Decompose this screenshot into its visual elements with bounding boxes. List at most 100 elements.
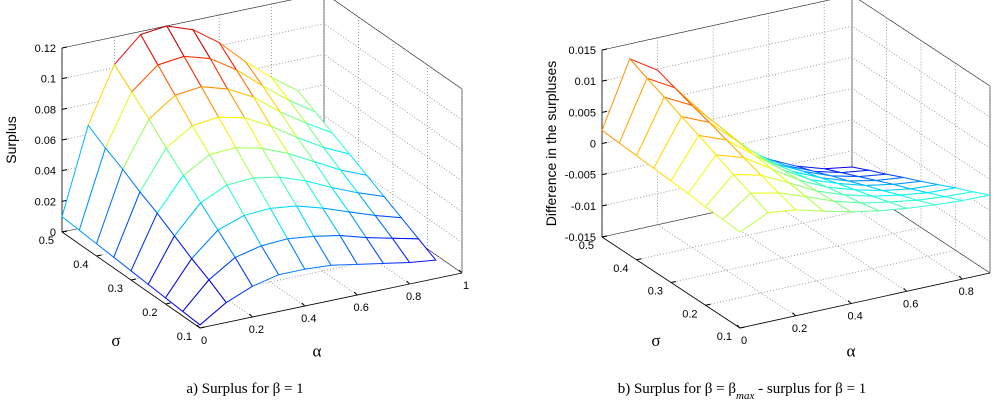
tick-mark bbox=[958, 275, 963, 280]
z-tick-label: -0.01 bbox=[571, 201, 596, 213]
grid-line bbox=[601, 150, 853, 207]
grid-line bbox=[601, 0, 832, 51]
tick-mark bbox=[61, 46, 68, 49]
grid-line bbox=[323, 84, 463, 182]
grid-line bbox=[851, 181, 991, 274]
z-tick-label: 0.1 bbox=[41, 74, 56, 86]
z-tick-label: -0.015 bbox=[565, 232, 596, 244]
y-axis-label: σ bbox=[111, 331, 120, 350]
grid-line bbox=[712, 212, 852, 304]
tick-mark bbox=[636, 258, 642, 261]
tick-mark bbox=[670, 281, 677, 283]
tick-mark bbox=[903, 287, 908, 292]
y-tick-label: 0.3 bbox=[648, 286, 663, 298]
tick-mark bbox=[249, 313, 253, 318]
tick-mark bbox=[458, 269, 463, 274]
tick-mark bbox=[601, 79, 608, 82]
y-tick-label: 0.4 bbox=[73, 259, 88, 271]
tick-mark bbox=[601, 48, 608, 51]
tick-mark bbox=[61, 169, 68, 172]
y-tick-label: 0.2 bbox=[682, 308, 697, 320]
axis-line bbox=[601, 236, 741, 329]
x-tick-label: 0.4 bbox=[847, 311, 862, 323]
axis-line bbox=[739, 272, 991, 329]
z-tick-label: 0.015 bbox=[568, 45, 596, 57]
z-tick-label: 0 bbox=[50, 227, 56, 239]
caption: a) Surplus for β = 1 bbox=[186, 381, 303, 397]
tick-mark bbox=[792, 312, 796, 317]
tick-mark bbox=[406, 280, 410, 285]
z-tick-label: 0.08 bbox=[35, 104, 56, 116]
tick-mark bbox=[130, 278, 137, 281]
grid-line bbox=[705, 249, 956, 306]
x-axis-label: α bbox=[847, 342, 856, 361]
x-tick-label: 0.6 bbox=[354, 302, 369, 314]
grid-line bbox=[851, 150, 991, 243]
grid-line bbox=[851, 56, 991, 149]
x-tick-label: 0 bbox=[201, 335, 207, 347]
mesh-cell bbox=[182, 279, 227, 326]
tick-mark bbox=[353, 291, 358, 296]
grid-line bbox=[601, 119, 853, 176]
z-tick-label: 0.01 bbox=[575, 76, 596, 88]
x-tick-label: 0.8 bbox=[959, 286, 974, 298]
box-edge bbox=[61, 0, 293, 49]
y-tick-label: 0.4 bbox=[613, 263, 628, 275]
grid-line bbox=[323, 115, 463, 212]
tick-mark bbox=[601, 142, 608, 144]
axis-line bbox=[61, 231, 201, 329]
grid-line bbox=[824, 187, 963, 280]
z-tick-label: 0.12 bbox=[35, 43, 56, 55]
tick-mark bbox=[847, 300, 852, 304]
z-tick-label: -0.005 bbox=[565, 170, 596, 182]
x-axis-label: α bbox=[313, 342, 322, 361]
box-edge bbox=[859, 0, 991, 87]
z-tick-label: 0.06 bbox=[35, 135, 56, 147]
grid-line bbox=[636, 204, 887, 261]
tick-mark bbox=[96, 254, 102, 257]
mesh-cell bbox=[721, 192, 769, 233]
tick-mark bbox=[61, 230, 68, 233]
grid-line bbox=[851, 25, 991, 118]
z-axis-label: Surplus bbox=[3, 116, 19, 163]
y-tick-label: 0.3 bbox=[108, 283, 123, 295]
grid-line bbox=[768, 199, 907, 292]
x-tick-label: 0 bbox=[741, 335, 747, 347]
x-tick-label: 0.6 bbox=[903, 298, 918, 310]
caption: b) Surplus for β = βmax - surplus for β … bbox=[618, 381, 867, 402]
tick-mark bbox=[705, 303, 711, 306]
y-tick-label: 0.1 bbox=[177, 331, 192, 343]
grid-line bbox=[323, 54, 463, 151]
caption-part: max bbox=[736, 390, 754, 402]
y-tick-label: 0.5 bbox=[39, 235, 54, 247]
z-tick-label: 0.02 bbox=[35, 196, 56, 208]
caption-part: - surplus for β = 1 bbox=[754, 381, 866, 397]
caption-part: a) Surplus for β = 1 bbox=[186, 381, 303, 397]
x-tick-label: 1 bbox=[463, 280, 469, 292]
y-tick-label: 0.2 bbox=[142, 307, 157, 319]
box-edge bbox=[601, 0, 831, 51]
grid-line bbox=[657, 224, 796, 317]
tick-mark bbox=[61, 77, 68, 80]
z-tick-label: 0.005 bbox=[568, 107, 596, 119]
y-tick-label: 0.5 bbox=[579, 240, 594, 252]
y-tick-label: 0.1 bbox=[717, 331, 732, 343]
tick-mark bbox=[165, 302, 171, 305]
z-tick-label: 0.04 bbox=[35, 166, 56, 178]
tick-mark bbox=[601, 110, 608, 113]
y-axis-label: σ bbox=[651, 331, 660, 350]
z-axis-label: Difference in the surpluses bbox=[543, 61, 559, 227]
grid-line bbox=[670, 227, 922, 283]
caption-part: b) Surplus for β = β bbox=[618, 381, 736, 397]
x-tick-label: 0.2 bbox=[792, 323, 807, 335]
x-tick-label: 0.4 bbox=[301, 313, 316, 325]
tick-mark bbox=[301, 302, 306, 307]
tick-mark bbox=[61, 138, 68, 141]
z-tick-label: 0 bbox=[590, 139, 596, 151]
x-tick-label: 0.8 bbox=[406, 291, 421, 303]
axis-line bbox=[199, 272, 463, 329]
tick-mark bbox=[601, 173, 608, 176]
tick-mark bbox=[601, 204, 608, 207]
tick-mark bbox=[601, 235, 608, 238]
